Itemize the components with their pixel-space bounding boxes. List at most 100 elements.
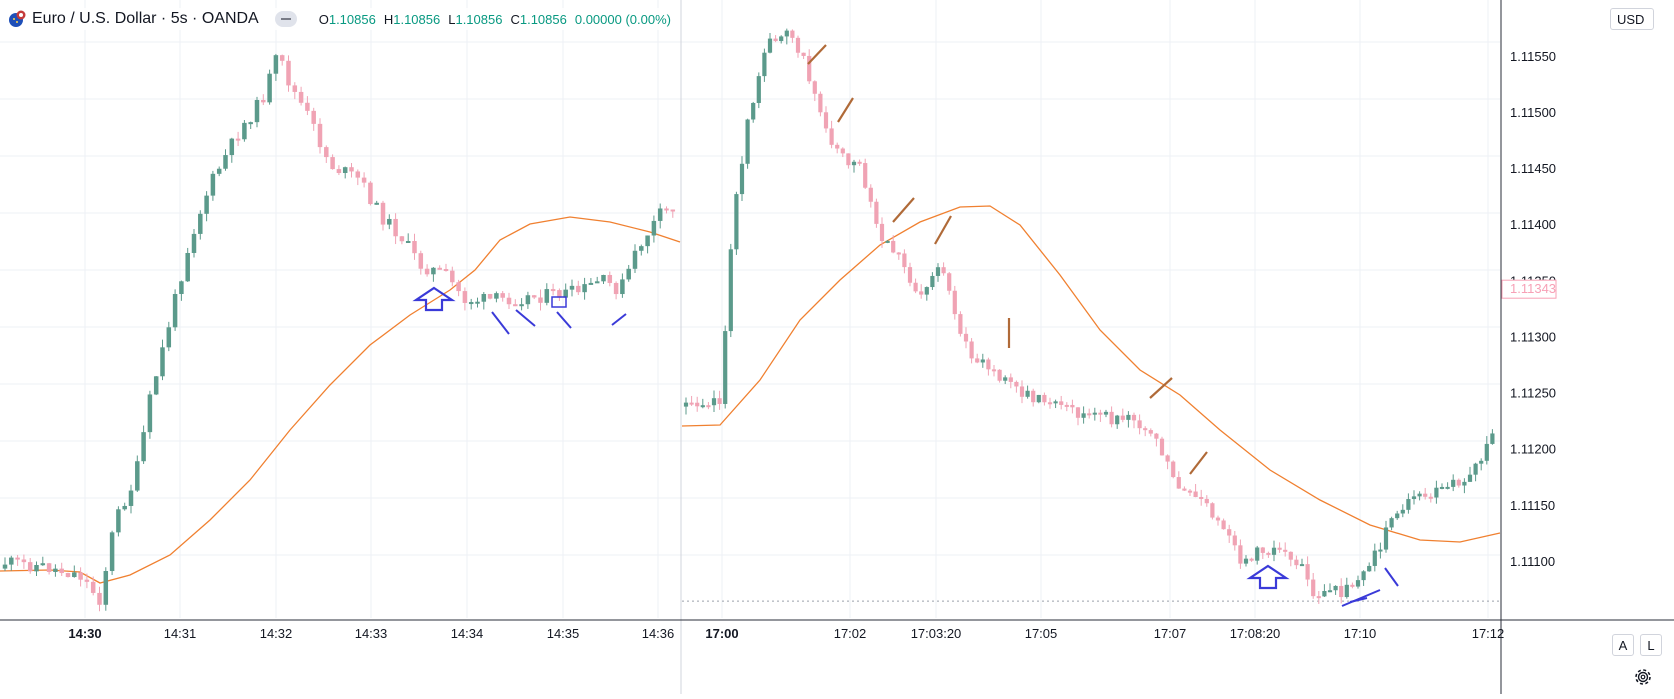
brown-marker-line [1189,451,1208,475]
price-tick-label: 1.11100 [1510,554,1555,569]
price-tick-label: 1.11300 [1510,329,1556,344]
candle-body [1081,413,1086,418]
candle-body [72,572,77,578]
candle-body [531,295,537,298]
symbol-title[interactable]: Euro / U.S. Dollar · 5s · OANDA [32,10,259,27]
candle-body [1451,479,1456,487]
brown-marker-line [1149,377,1173,399]
candle-body [1299,564,1305,567]
candle-body [639,246,644,251]
candle-body [412,241,417,254]
candle-body [1400,509,1405,514]
candle-body [689,402,694,405]
candle-body [706,405,711,408]
candle-body [1154,433,1159,439]
candle-body [1025,390,1030,397]
candle-body [969,341,974,359]
candle-body [773,38,778,42]
price-tick-label: 1.11400 [1510,217,1556,232]
candle-body [122,505,127,510]
candle-body [1120,415,1125,420]
annotation-marks [412,44,1399,607]
candle-body [1479,460,1484,464]
candle-body [254,99,260,123]
candle-body [807,55,812,82]
candle-body [53,568,58,572]
candle-body [863,163,868,188]
candle-body [78,572,83,580]
candle-body [1031,390,1036,403]
candle-body [361,177,367,183]
candle-body [418,253,424,269]
gear-icon[interactable] [1632,666,1654,688]
currency-button[interactable]: USD [1610,8,1654,30]
candle-body [963,333,969,342]
candle-body [582,284,587,293]
candle-body [368,182,373,205]
candle-body [1322,590,1327,597]
candle-body [607,274,613,283]
candle-body [387,218,392,225]
candle-body [135,461,140,491]
candle-body [1467,474,1473,482]
candle-body [198,213,203,234]
candle-body [153,376,159,395]
candle-body [670,209,676,212]
candle-body [342,167,348,174]
candle-body [494,293,499,299]
candle-body [651,220,657,236]
candle-body [784,30,789,37]
candle-body [664,208,669,211]
time-tick-label: 17:08:20 [1230,626,1281,641]
candle-body [286,60,291,86]
candle-body [1103,411,1109,415]
candlesticks [2,28,1495,612]
candle-body [261,99,266,103]
candle-body [1003,377,1008,381]
brown-marker-line [807,44,827,65]
price-tick-label: 1.11200 [1510,442,1556,457]
candle-body [1199,496,1204,499]
candle-body [1434,487,1439,498]
candle-body [756,76,761,103]
candle-body [431,267,436,275]
candle-body [1411,496,1417,500]
candle-body [1344,584,1349,598]
candle-body [1288,551,1293,560]
candle-body [728,249,733,332]
candle-body [1271,547,1277,555]
candle-body [506,297,512,305]
candle-body [462,291,468,303]
candle-body [657,208,663,221]
candle-body [141,432,146,462]
time-tick-label: 17:05 [1025,626,1058,641]
candle-body [324,147,329,158]
candle-body [216,168,222,174]
candle-body [1008,377,1013,382]
candle-body [1445,486,1450,489]
candle-body [997,369,1002,381]
candle-body [613,282,619,295]
price-tick-label: 1.11550 [1510,49,1556,64]
candle-body [935,267,941,276]
candle-body [487,293,493,299]
auto-scale-button[interactable]: A [1612,634,1634,656]
up-arrow-left [412,286,456,312]
ohlc-high: H1.10856 [383,11,441,27]
candle-body [991,369,997,372]
candle-body [1019,386,1025,397]
candle-body [1456,479,1461,486]
candle-body [1283,549,1288,552]
candle-body [1075,407,1081,418]
candle-body [958,314,963,334]
brown-marker-line [892,197,915,223]
candle-body [475,301,480,304]
candle-body [913,282,918,292]
collapse-legend-button[interactable] [274,11,297,27]
candle-body [1473,463,1478,475]
candle-body [557,290,562,298]
log-scale-button[interactable]: L [1640,634,1662,656]
